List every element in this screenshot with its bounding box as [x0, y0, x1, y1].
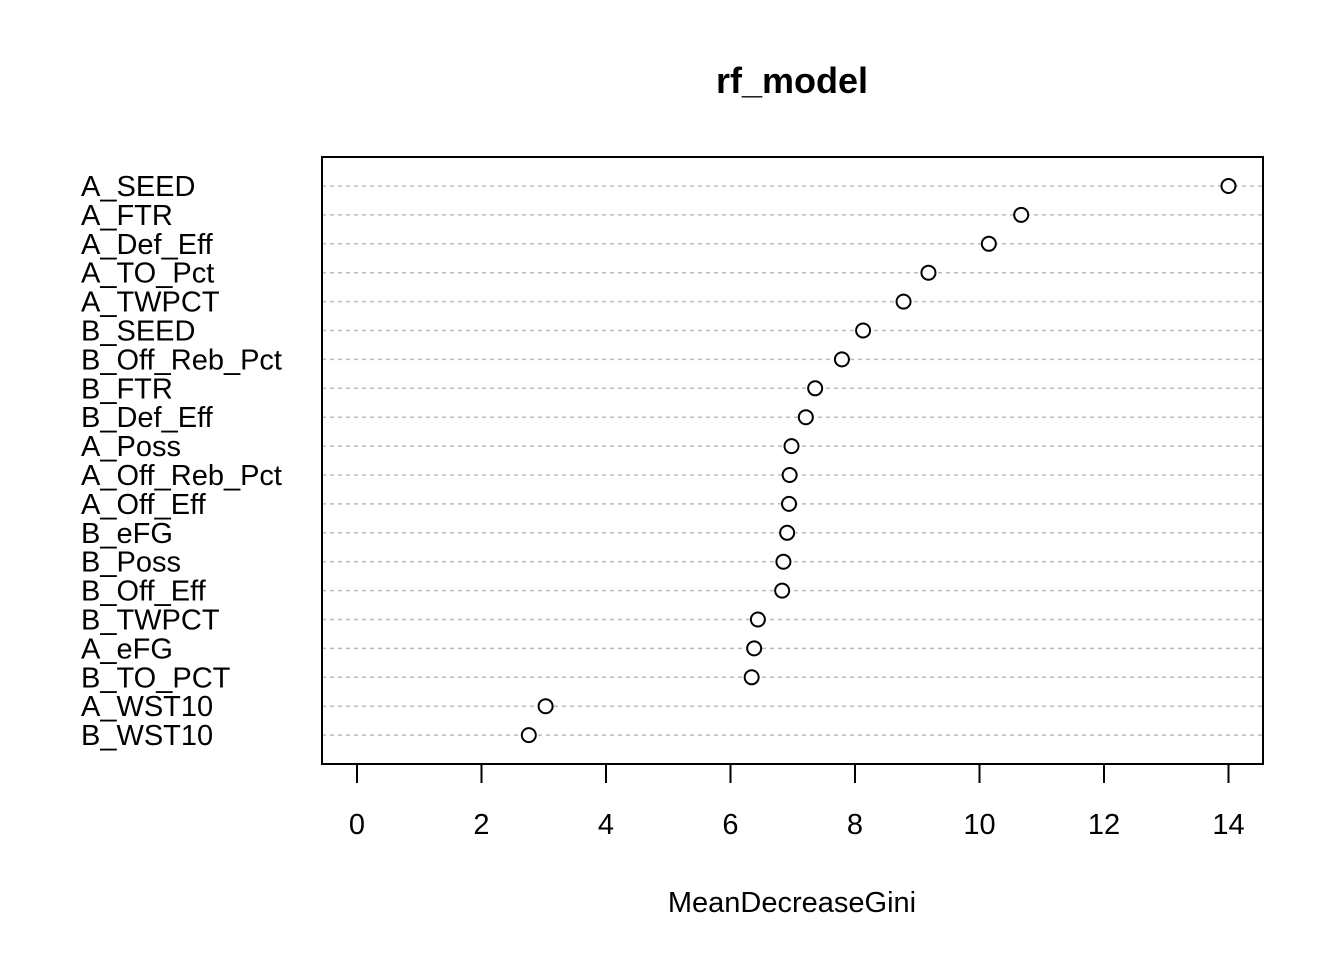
- category-label: A_FTR: [81, 200, 173, 232]
- x-tick-label: 0: [349, 809, 365, 841]
- category-label: B_eFG: [81, 518, 173, 550]
- category-label: A_TWPCT: [81, 287, 220, 319]
- x-tick-label: 10: [963, 809, 995, 841]
- category-label: A_WST10: [81, 691, 213, 723]
- data-point: [781, 495, 798, 512]
- data-points: [520, 178, 1237, 744]
- category-label: A_Poss: [81, 431, 181, 463]
- data-point: [895, 293, 912, 310]
- category-label: A_SEED: [81, 171, 195, 203]
- category-label: B_Off_Eff: [81, 576, 207, 608]
- data-point: [797, 409, 814, 426]
- data-point: [781, 467, 798, 483]
- chart-title: rf_model: [716, 60, 868, 101]
- data-point: [520, 727, 537, 744]
- category-label: B_Off_Reb_Pct: [81, 344, 282, 376]
- category-label: A_Off_Eff: [81, 489, 207, 521]
- category-label: B_WST10: [81, 720, 213, 752]
- gridlines: [322, 185, 1263, 736]
- x-axis-label: MeanDecreaseGini: [668, 887, 916, 919]
- category-label: A_Def_Eff: [81, 229, 214, 261]
- x-tick-label: 12: [1088, 809, 1120, 841]
- data-point: [855, 322, 872, 339]
- x-tick-label: 14: [1212, 809, 1244, 841]
- category-label: B_TWPCT: [81, 605, 220, 637]
- data-point: [980, 235, 997, 252]
- data-point: [746, 640, 763, 657]
- category-label: A_eFG: [81, 633, 173, 665]
- category-labels: A_SEEDA_FTRA_Def_EffA_TO_PctA_TWPCTB_SEE…: [81, 171, 282, 752]
- x-tick-label: 2: [473, 809, 489, 841]
- category-label: B_Def_Eff: [81, 402, 214, 434]
- x-axis: 0 2 4 6 8 10 12 14: [349, 763, 1245, 841]
- data-point: [775, 553, 792, 570]
- x-tick-label: 4: [598, 809, 614, 841]
- data-point: [783, 438, 800, 455]
- data-point: [749, 611, 766, 628]
- data-point: [920, 264, 937, 281]
- data-point: [537, 698, 554, 715]
- plot-frame: [321, 156, 1264, 765]
- category-label: A_Off_Reb_Pct: [81, 460, 282, 492]
- category-label: A_TO_Pct: [81, 258, 214, 290]
- category-label: B_TO_PCT: [81, 662, 231, 694]
- data-point: [774, 582, 791, 599]
- category-label: B_FTR: [81, 373, 173, 405]
- category-label: B_SEED: [81, 316, 195, 348]
- data-point: [743, 669, 760, 686]
- data-point: [833, 351, 850, 368]
- x-tick-label: 6: [722, 809, 738, 841]
- data-point: [807, 380, 824, 397]
- data-point: [779, 524, 796, 541]
- category-label: B_Poss: [81, 547, 181, 579]
- data-point: [1013, 206, 1030, 223]
- x-tick-label: 8: [847, 809, 863, 841]
- data-point: [1220, 178, 1237, 194]
